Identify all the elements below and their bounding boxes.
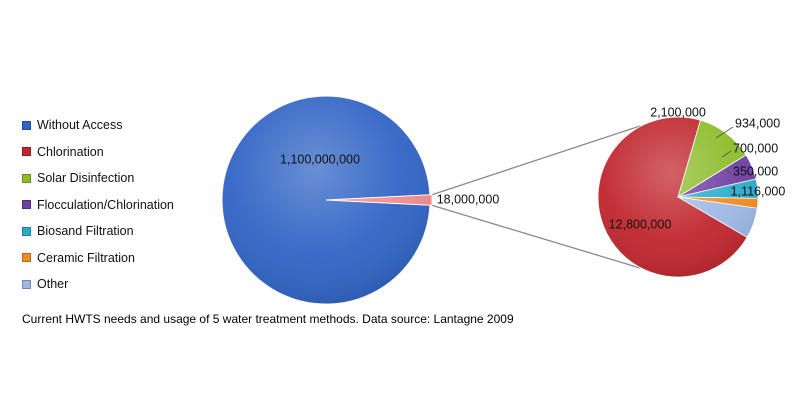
legend-item: Flocculation/Chlorination xyxy=(22,192,222,219)
legend-swatch xyxy=(22,173,31,183)
label-sub-other: 1,116,000 xyxy=(731,184,786,198)
leader-line xyxy=(721,150,732,158)
connector-line-bottom xyxy=(431,204,641,269)
legend-swatch xyxy=(22,226,31,236)
sub-pie xyxy=(597,116,759,278)
legend-item: Other xyxy=(22,271,222,298)
label-sub-ceramic-filtration: 350,000 xyxy=(733,164,778,178)
sub-pie-shading xyxy=(598,117,758,277)
legend-item: Without Access xyxy=(22,112,222,139)
legend-label: Without Access xyxy=(37,118,123,133)
label-sub-biosand-filtration: 700,000 xyxy=(733,141,778,155)
legend-swatch xyxy=(22,279,31,289)
legend-item: Biosand Filtration xyxy=(22,218,222,245)
legend-swatch xyxy=(22,120,31,130)
leader-line xyxy=(715,126,734,139)
legend-item: Solar Disinfection xyxy=(22,165,222,192)
legend-label: Biosand Filtration xyxy=(37,224,134,239)
leader-line xyxy=(725,169,732,174)
data-labels: 1,100,000,000 18,000,000 12,800,000 2,100,0… xyxy=(280,105,785,231)
label-main-without-access: 1,100,000,000 xyxy=(280,152,360,166)
legend-label: Chlorination xyxy=(37,144,104,159)
main-pie xyxy=(221,95,433,305)
main-pie-shading xyxy=(222,96,430,304)
legend-label: Solar Disinfection xyxy=(37,171,135,186)
label-main-hwts-usage: 18,000,000 xyxy=(437,192,500,206)
legend-item: Chlorination xyxy=(22,139,222,166)
legend-swatch xyxy=(22,200,31,210)
legend-swatch xyxy=(22,253,31,263)
connector-line-top xyxy=(431,125,641,196)
label-sub-solar-disinfection: 2,100,000 xyxy=(650,105,706,119)
legend-label: Ceramic Filtration xyxy=(37,250,135,265)
legend: Without Access Chlorination Solar Disinfec… xyxy=(22,112,222,298)
figure-caption: Current HWTS needs and usage of 5 water … xyxy=(22,312,514,326)
label-sub-chlorination: 12,800,000 xyxy=(609,217,672,231)
legend-label: Flocculation/Chlorination xyxy=(37,197,174,212)
label-sub-flocculation-chlorination: 934,000 xyxy=(735,116,780,130)
legend-swatch xyxy=(22,147,31,157)
legend-item: Ceramic Filtration xyxy=(22,245,222,272)
legend-label: Other xyxy=(37,277,69,292)
connector-lines xyxy=(431,125,641,269)
